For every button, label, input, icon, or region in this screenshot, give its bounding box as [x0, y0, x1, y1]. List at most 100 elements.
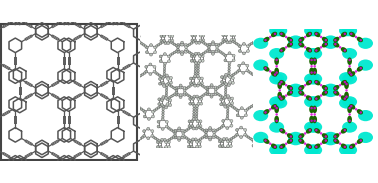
Circle shape	[198, 77, 201, 80]
Circle shape	[254, 40, 257, 42]
Circle shape	[315, 33, 318, 35]
Circle shape	[169, 99, 172, 102]
Ellipse shape	[339, 97, 354, 109]
Circle shape	[230, 39, 233, 42]
Circle shape	[196, 125, 199, 128]
Circle shape	[274, 33, 276, 35]
Circle shape	[187, 86, 189, 88]
Circle shape	[132, 94, 134, 97]
Circle shape	[153, 65, 156, 68]
Circle shape	[195, 115, 198, 118]
Circle shape	[350, 33, 353, 35]
Circle shape	[313, 113, 316, 116]
Circle shape	[147, 108, 150, 111]
Circle shape	[213, 129, 216, 132]
Circle shape	[178, 139, 181, 141]
Ellipse shape	[271, 104, 277, 109]
Circle shape	[231, 102, 234, 105]
Circle shape	[143, 115, 146, 118]
Circle shape	[285, 143, 287, 145]
Circle shape	[258, 93, 260, 95]
Circle shape	[192, 147, 194, 150]
Circle shape	[174, 136, 177, 139]
Circle shape	[203, 42, 205, 44]
Circle shape	[226, 110, 229, 112]
Circle shape	[184, 130, 186, 132]
Circle shape	[197, 52, 200, 55]
Circle shape	[349, 59, 351, 61]
Circle shape	[210, 84, 213, 87]
Circle shape	[189, 77, 192, 80]
Circle shape	[226, 31, 229, 34]
Circle shape	[222, 39, 225, 42]
Ellipse shape	[269, 144, 284, 156]
Ellipse shape	[339, 72, 354, 83]
Circle shape	[167, 32, 170, 35]
Circle shape	[231, 81, 234, 84]
Circle shape	[169, 128, 171, 130]
Circle shape	[175, 50, 178, 53]
Ellipse shape	[269, 25, 284, 36]
Ellipse shape	[306, 80, 312, 85]
Circle shape	[165, 94, 167, 97]
Circle shape	[174, 134, 177, 137]
Circle shape	[235, 42, 238, 45]
Ellipse shape	[358, 132, 373, 143]
Ellipse shape	[269, 73, 284, 85]
Circle shape	[187, 128, 190, 130]
Circle shape	[154, 137, 157, 140]
Ellipse shape	[263, 37, 270, 42]
Circle shape	[201, 59, 204, 62]
Circle shape	[152, 110, 155, 113]
Circle shape	[215, 135, 217, 138]
Circle shape	[214, 91, 217, 94]
Circle shape	[233, 34, 236, 37]
Circle shape	[206, 93, 209, 96]
Circle shape	[185, 87, 187, 90]
Ellipse shape	[357, 66, 363, 72]
Circle shape	[279, 89, 281, 92]
Circle shape	[186, 50, 189, 52]
Circle shape	[177, 48, 180, 51]
Ellipse shape	[314, 47, 321, 53]
Circle shape	[161, 81, 164, 84]
Circle shape	[159, 55, 162, 58]
Circle shape	[183, 91, 186, 94]
Circle shape	[229, 140, 232, 143]
Ellipse shape	[357, 109, 363, 115]
Circle shape	[157, 107, 160, 109]
Circle shape	[175, 86, 178, 89]
Circle shape	[172, 130, 175, 133]
Circle shape	[309, 33, 311, 35]
Circle shape	[161, 41, 164, 44]
Circle shape	[213, 136, 216, 139]
Circle shape	[226, 104, 229, 107]
Circle shape	[238, 69, 241, 72]
Circle shape	[198, 140, 201, 143]
Circle shape	[200, 82, 203, 85]
Circle shape	[170, 137, 173, 139]
Circle shape	[276, 113, 278, 116]
Circle shape	[320, 36, 322, 38]
Circle shape	[285, 84, 287, 86]
Ellipse shape	[304, 73, 319, 85]
Ellipse shape	[263, 139, 270, 144]
Circle shape	[320, 84, 322, 86]
Circle shape	[304, 46, 307, 48]
Circle shape	[198, 55, 201, 57]
Circle shape	[334, 39, 336, 41]
Circle shape	[222, 34, 225, 37]
Circle shape	[187, 138, 189, 140]
Ellipse shape	[269, 48, 284, 59]
Ellipse shape	[342, 96, 357, 107]
Ellipse shape	[358, 59, 373, 71]
Ellipse shape	[287, 42, 293, 48]
Circle shape	[213, 131, 216, 134]
Circle shape	[222, 124, 225, 127]
Circle shape	[310, 65, 313, 68]
Circle shape	[359, 39, 362, 41]
Circle shape	[232, 54, 235, 57]
Circle shape	[309, 97, 311, 100]
Circle shape	[228, 72, 230, 74]
Circle shape	[230, 124, 233, 127]
